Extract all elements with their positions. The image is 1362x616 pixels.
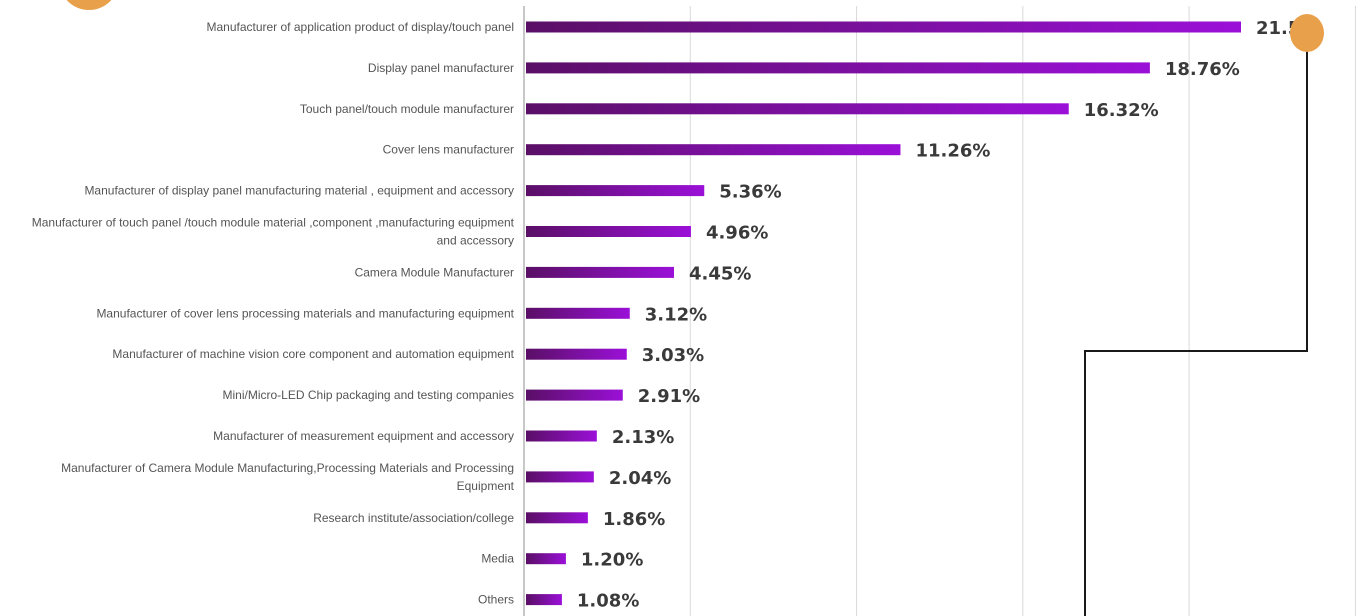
- value-label: 3.03%: [642, 345, 704, 366]
- value-label: 4.45%: [689, 263, 751, 284]
- value-label: 2.91%: [638, 386, 700, 407]
- category-label: Research institute/association/college: [313, 511, 514, 525]
- category-label: Media: [481, 552, 514, 566]
- bar: [526, 553, 566, 565]
- bar: [526, 594, 562, 606]
- bar: [526, 307, 630, 319]
- category-label: Manufacturer of touch panel /touch modul…: [32, 216, 515, 248]
- category-label: Others: [478, 593, 514, 607]
- category-label: Touch panel/touch module manufacturer: [300, 102, 514, 116]
- value-label: 11.26%: [915, 141, 990, 162]
- bar: [526, 103, 1069, 115]
- bar: [526, 21, 1241, 33]
- category-label: Manufacturer of Camera Module Manufactur…: [61, 461, 515, 493]
- value-label: 5.36%: [719, 182, 781, 203]
- category-label: Manufacturer of machine vision core comp…: [112, 347, 514, 361]
- bar: [526, 471, 594, 483]
- category-label: Mini/Micro-LED Chip packaging and testin…: [223, 388, 514, 402]
- value-label: 2.04%: [609, 468, 671, 489]
- value-label: 1.86%: [603, 509, 665, 530]
- value-label: 4.96%: [706, 223, 768, 244]
- category-label: Camera Module Manufacturer: [355, 265, 514, 279]
- category-label: Manufacturer of measurement equipment an…: [213, 429, 514, 443]
- bar: [526, 185, 705, 197]
- value-label: 3.12%: [645, 304, 707, 325]
- value-label: 1.08%: [577, 591, 639, 612]
- value-label: 18.76%: [1165, 59, 1240, 80]
- bar: [526, 430, 597, 442]
- bar: [526, 226, 691, 237]
- category-label: Display panel manufacturer: [368, 61, 514, 75]
- bar: [526, 348, 627, 360]
- bar: [526, 389, 623, 401]
- connector-node: [1290, 14, 1324, 52]
- category-label: Cover lens manufacturer: [383, 143, 514, 157]
- decorative-circle: [66, 0, 112, 10]
- connector-line: [1084, 50, 1308, 616]
- value-label: 1.20%: [581, 550, 643, 571]
- value-label: 16.32%: [1084, 100, 1159, 121]
- bar: [526, 144, 901, 156]
- bar: [526, 512, 588, 524]
- value-label: 21.5: [1256, 18, 1300, 39]
- bar: [526, 266, 674, 278]
- bar: [526, 62, 1150, 74]
- category-label: Manufacturer of cover lens processing ma…: [96, 306, 514, 320]
- category-label: Manufacturer of display panel manufactur…: [84, 184, 514, 198]
- value-label: 2.13%: [612, 427, 674, 448]
- category-label: Manufacturer of application product of d…: [206, 20, 514, 34]
